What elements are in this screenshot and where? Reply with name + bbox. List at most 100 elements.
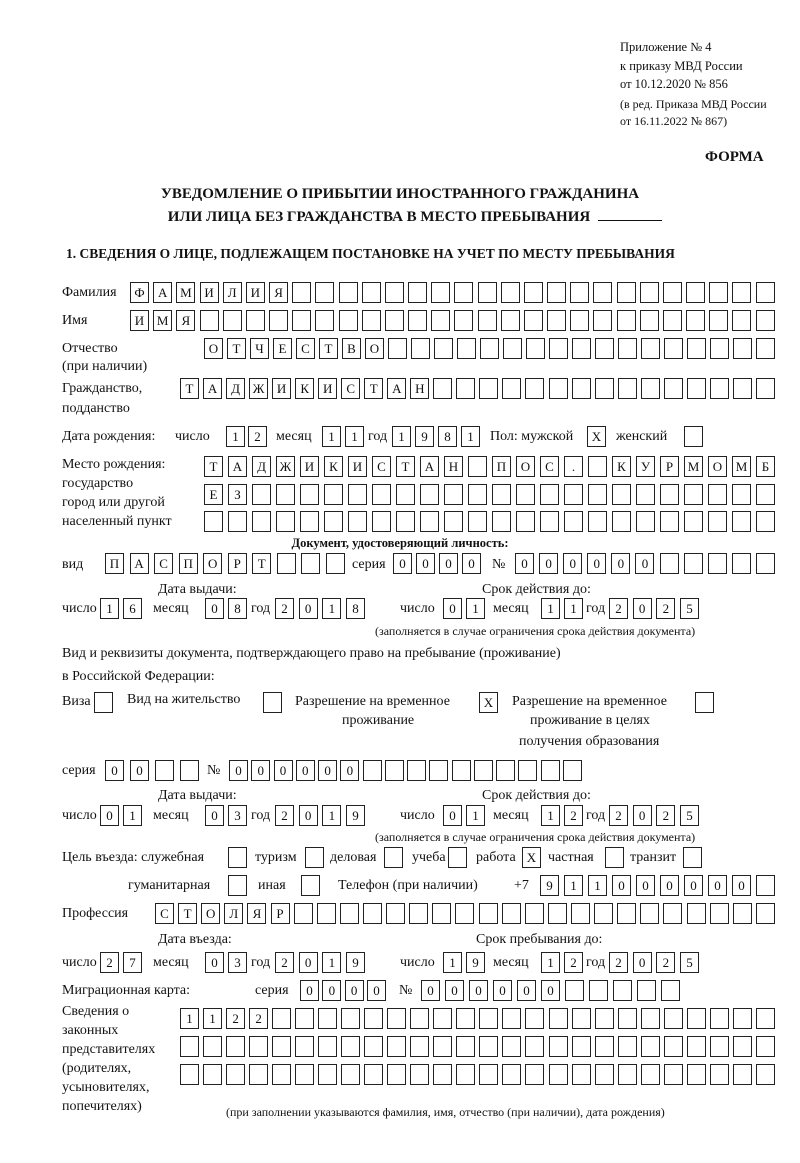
char-box[interactable] <box>686 310 706 331</box>
char-box[interactable] <box>276 553 296 574</box>
char-box[interactable] <box>525 1008 545 1029</box>
char-box[interactable] <box>636 484 655 505</box>
char-box[interactable]: 0 <box>635 553 655 574</box>
char-box[interactable] <box>641 338 660 359</box>
char-box[interactable] <box>501 903 521 924</box>
char-box[interactable]: О <box>516 456 535 477</box>
char-box[interactable] <box>525 1064 545 1085</box>
char-box[interactable] <box>228 511 247 532</box>
char-box[interactable] <box>433 1008 453 1029</box>
char-box[interactable] <box>455 903 475 924</box>
char-box[interactable]: 8 <box>228 598 247 619</box>
char-box[interactable] <box>468 484 487 505</box>
char-box[interactable]: А <box>228 456 247 477</box>
char-box[interactable] <box>709 310 729 331</box>
char-box[interactable]: 0 <box>443 805 462 826</box>
char-box[interactable]: . <box>564 456 583 477</box>
char-box[interactable] <box>479 378 499 399</box>
char-box[interactable] <box>503 338 522 359</box>
char-box[interactable]: А <box>203 378 223 399</box>
char-box[interactable] <box>372 511 391 532</box>
char-box[interactable]: 0 <box>205 805 224 826</box>
char-box[interactable] <box>444 511 463 532</box>
purpose-work-checkbox[interactable]: X <box>522 847 541 868</box>
char-box[interactable] <box>364 1008 384 1029</box>
char-box[interactable] <box>269 310 289 331</box>
char-box[interactable]: 0 <box>100 805 119 826</box>
char-box[interactable] <box>409 903 429 924</box>
char-box[interactable] <box>571 378 591 399</box>
char-box[interactable] <box>616 282 636 303</box>
char-box[interactable]: И <box>130 310 149 331</box>
char-box[interactable]: Ж <box>249 378 269 399</box>
purpose-study-checkbox[interactable] <box>448 847 467 868</box>
char-box[interactable] <box>300 511 319 532</box>
char-box[interactable]: Т <box>178 903 198 924</box>
char-box[interactable] <box>686 1008 706 1029</box>
char-box[interactable] <box>410 1008 430 1029</box>
char-box[interactable]: С <box>540 456 559 477</box>
char-box[interactable]: 9 <box>345 952 365 973</box>
male-checkbox[interactable]: X <box>587 426 606 447</box>
char-box[interactable]: Т <box>227 338 246 359</box>
representatives-line-2[interactable] <box>180 1036 775 1057</box>
char-box[interactable] <box>325 553 345 574</box>
char-box[interactable] <box>516 511 535 532</box>
char-box[interactable] <box>732 1064 752 1085</box>
char-box[interactable] <box>479 1036 499 1057</box>
char-box[interactable] <box>338 310 358 331</box>
char-box[interactable] <box>492 511 511 532</box>
char-box[interactable] <box>252 511 271 532</box>
char-box[interactable]: 0 <box>393 553 412 574</box>
char-box[interactable] <box>348 484 367 505</box>
char-box[interactable] <box>548 1064 568 1085</box>
char-box[interactable] <box>468 456 487 477</box>
char-box[interactable] <box>663 1008 683 1029</box>
checkbox-cell[interactable]: X <box>522 847 541 868</box>
char-box[interactable]: В <box>342 338 361 359</box>
char-box[interactable]: О <box>201 903 221 924</box>
char-box[interactable]: 0 <box>636 875 655 896</box>
char-box[interactable] <box>639 310 659 331</box>
char-box[interactable]: 6 <box>123 598 142 619</box>
char-box[interactable]: 1 <box>541 952 560 973</box>
char-box[interactable] <box>660 511 679 532</box>
char-box[interactable]: 9 <box>540 875 559 896</box>
char-box[interactable] <box>588 484 607 505</box>
char-box[interactable] <box>549 338 568 359</box>
checkbox-cell[interactable]: X <box>587 426 606 447</box>
char-box[interactable] <box>516 484 535 505</box>
char-box[interactable] <box>686 1036 706 1057</box>
char-box[interactable] <box>662 282 682 303</box>
char-box[interactable] <box>709 903 729 924</box>
char-box[interactable] <box>324 511 343 532</box>
char-box[interactable] <box>384 310 404 331</box>
char-box[interactable] <box>524 903 544 924</box>
char-box[interactable]: З <box>228 484 247 505</box>
char-box[interactable]: Я <box>269 282 289 303</box>
char-box[interactable]: Р <box>270 903 290 924</box>
char-box[interactable]: 0 <box>632 805 652 826</box>
char-box[interactable]: 2 <box>248 426 267 447</box>
char-box[interactable] <box>613 980 632 1001</box>
char-box[interactable] <box>756 484 775 505</box>
char-box[interactable] <box>245 310 265 331</box>
char-box[interactable]: 2 <box>656 598 676 619</box>
char-box[interactable] <box>540 760 560 781</box>
char-box[interactable]: 0 <box>298 952 318 973</box>
char-box[interactable]: Т <box>319 338 338 359</box>
female-checkbox[interactable] <box>684 426 703 447</box>
char-box[interactable]: О <box>203 553 223 574</box>
char-box[interactable]: Д <box>252 456 271 477</box>
char-box[interactable] <box>203 1036 223 1057</box>
char-box[interactable] <box>477 282 497 303</box>
char-box[interactable] <box>496 760 516 781</box>
char-box[interactable] <box>684 484 703 505</box>
char-box[interactable] <box>547 282 567 303</box>
char-box[interactable]: 0 <box>539 553 559 574</box>
